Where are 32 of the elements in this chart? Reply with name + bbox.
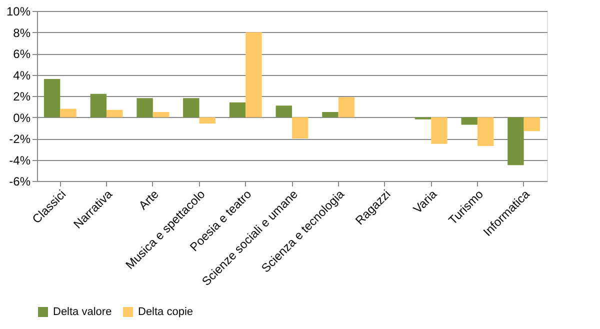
bar <box>90 94 107 118</box>
y-tick-label: 4% <box>13 68 31 82</box>
y-tick-label: 8% <box>13 26 31 40</box>
y-tick-label: -2% <box>9 132 31 146</box>
bar <box>431 117 448 144</box>
bar <box>477 117 494 146</box>
bar <box>276 106 292 118</box>
bar <box>44 79 60 118</box>
x-tick-label: Varia <box>410 186 440 216</box>
y-tick-label: 6% <box>13 47 31 61</box>
bar <box>136 98 153 118</box>
bar <box>246 32 262 118</box>
bar <box>229 102 246 118</box>
bar <box>183 98 200 118</box>
legend-label: Delta valore <box>53 306 112 318</box>
bar <box>524 117 540 132</box>
legend-label: Delta copie <box>138 306 194 318</box>
y-tick-label: 10% <box>6 4 31 18</box>
x-tick-label: Arte <box>136 186 162 213</box>
bar <box>106 110 123 118</box>
bar <box>199 117 216 124</box>
bar <box>338 97 355 118</box>
bar <box>508 117 524 166</box>
bar <box>292 117 308 138</box>
y-tick-label: -4% <box>9 153 31 168</box>
y-tick-label: 2% <box>13 90 31 104</box>
y-tick-label: 0% <box>13 110 31 125</box>
bar <box>322 112 338 118</box>
bar <box>152 112 170 118</box>
bar <box>461 117 478 125</box>
y-tick-label: -6% <box>9 174 31 188</box>
bar <box>60 108 76 118</box>
